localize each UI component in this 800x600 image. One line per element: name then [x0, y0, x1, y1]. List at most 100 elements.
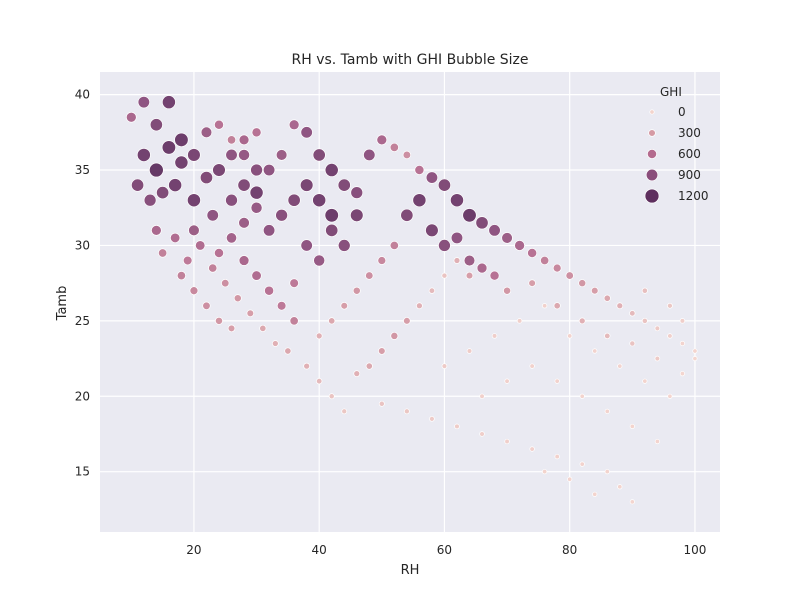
- legend: GHI 0 300 600 900 1200: [644, 85, 709, 204]
- data-point: [578, 279, 587, 288]
- data-point: [604, 332, 611, 340]
- data-point: [149, 118, 163, 132]
- plot-area: [100, 72, 720, 532]
- data-point: [489, 270, 500, 281]
- data-point: [679, 371, 685, 377]
- data-point: [453, 257, 461, 264]
- data-point: [616, 302, 624, 310]
- data-point: [287, 193, 301, 207]
- data-point: [403, 408, 410, 415]
- data-point: [182, 255, 193, 266]
- data-point: [365, 271, 374, 280]
- data-point: [137, 96, 150, 109]
- data-point: [389, 142, 399, 152]
- data-point: [214, 119, 224, 130]
- data-point: [491, 333, 498, 339]
- legend-label: 600: [678, 147, 701, 161]
- data-point: [233, 294, 242, 303]
- data-point: [553, 302, 561, 310]
- data-point: [667, 302, 673, 309]
- data-point: [604, 408, 610, 414]
- data-point: [131, 178, 145, 192]
- data-point: [337, 178, 351, 192]
- data-point: [214, 248, 224, 258]
- data-point: [692, 356, 698, 362]
- data-point: [143, 193, 157, 207]
- x-tick-label: 80: [562, 543, 577, 557]
- data-point: [350, 186, 364, 200]
- data-point: [212, 163, 226, 177]
- data-point: [679, 318, 686, 324]
- data-point: [592, 348, 598, 354]
- data-point: [313, 254, 326, 267]
- x-tick-label: 40: [312, 543, 327, 557]
- data-point: [324, 163, 339, 177]
- x-axis-label: RH: [401, 563, 420, 578]
- data-point: [501, 232, 513, 244]
- data-point: [275, 208, 288, 222]
- data-point: [441, 363, 448, 369]
- data-point: [641, 287, 648, 294]
- data-point: [225, 148, 238, 162]
- y-axis-label: Tamb: [55, 286, 70, 322]
- data-point: [312, 148, 326, 162]
- legend-marker: [649, 109, 655, 115]
- legend-title: GHI: [660, 85, 682, 99]
- data-point: [353, 370, 361, 377]
- data-point: [466, 348, 473, 354]
- data-point: [262, 224, 276, 237]
- data-point: [642, 378, 648, 384]
- data-point: [337, 239, 351, 252]
- data-point: [195, 240, 206, 251]
- y-tick-label: 35: [75, 163, 90, 177]
- data-point: [479, 393, 485, 399]
- data-point: [188, 224, 200, 237]
- data-point: [542, 469, 548, 475]
- data-point: [170, 232, 181, 244]
- y-tick-label: 15: [75, 465, 90, 479]
- data-point: [579, 461, 585, 467]
- legend-label: 0: [678, 105, 686, 119]
- data-point: [527, 248, 538, 258]
- data-point: [438, 239, 451, 252]
- data-point: [316, 378, 323, 385]
- y-tick-labels: 15 20 25 30 35 40: [75, 88, 90, 479]
- data-point: [629, 423, 635, 429]
- data-point: [552, 263, 562, 273]
- data-point: [389, 240, 399, 250]
- points-layer: [125, 95, 698, 505]
- data-point: [276, 301, 287, 311]
- data-point: [567, 476, 573, 482]
- data-point: [272, 340, 279, 347]
- data-point: [187, 148, 201, 162]
- data-point: [158, 248, 168, 258]
- data-point: [156, 186, 170, 200]
- data-point: [403, 317, 411, 325]
- data-point: [529, 363, 535, 369]
- data-point: [199, 171, 214, 185]
- data-point: [378, 347, 386, 355]
- data-point: [428, 287, 436, 294]
- y-tick-label: 20: [75, 389, 90, 403]
- y-tick-label: 40: [75, 88, 90, 102]
- x-tick-label: 60: [437, 543, 452, 557]
- data-point: [312, 193, 327, 208]
- data-point: [475, 216, 489, 230]
- data-point: [341, 408, 348, 415]
- data-point: [400, 208, 414, 222]
- data-point: [402, 150, 412, 160]
- data-point: [303, 362, 311, 370]
- data-point: [425, 223, 439, 238]
- data-point: [325, 223, 339, 237]
- data-point: [504, 378, 510, 384]
- data-point: [246, 309, 255, 318]
- data-point: [654, 355, 661, 362]
- data-point: [592, 491, 598, 497]
- data-point: [225, 232, 238, 244]
- data-point: [328, 317, 336, 325]
- data-point: [617, 363, 623, 369]
- data-point: [429, 416, 435, 422]
- data-point: [679, 340, 686, 347]
- data-point: [300, 126, 313, 139]
